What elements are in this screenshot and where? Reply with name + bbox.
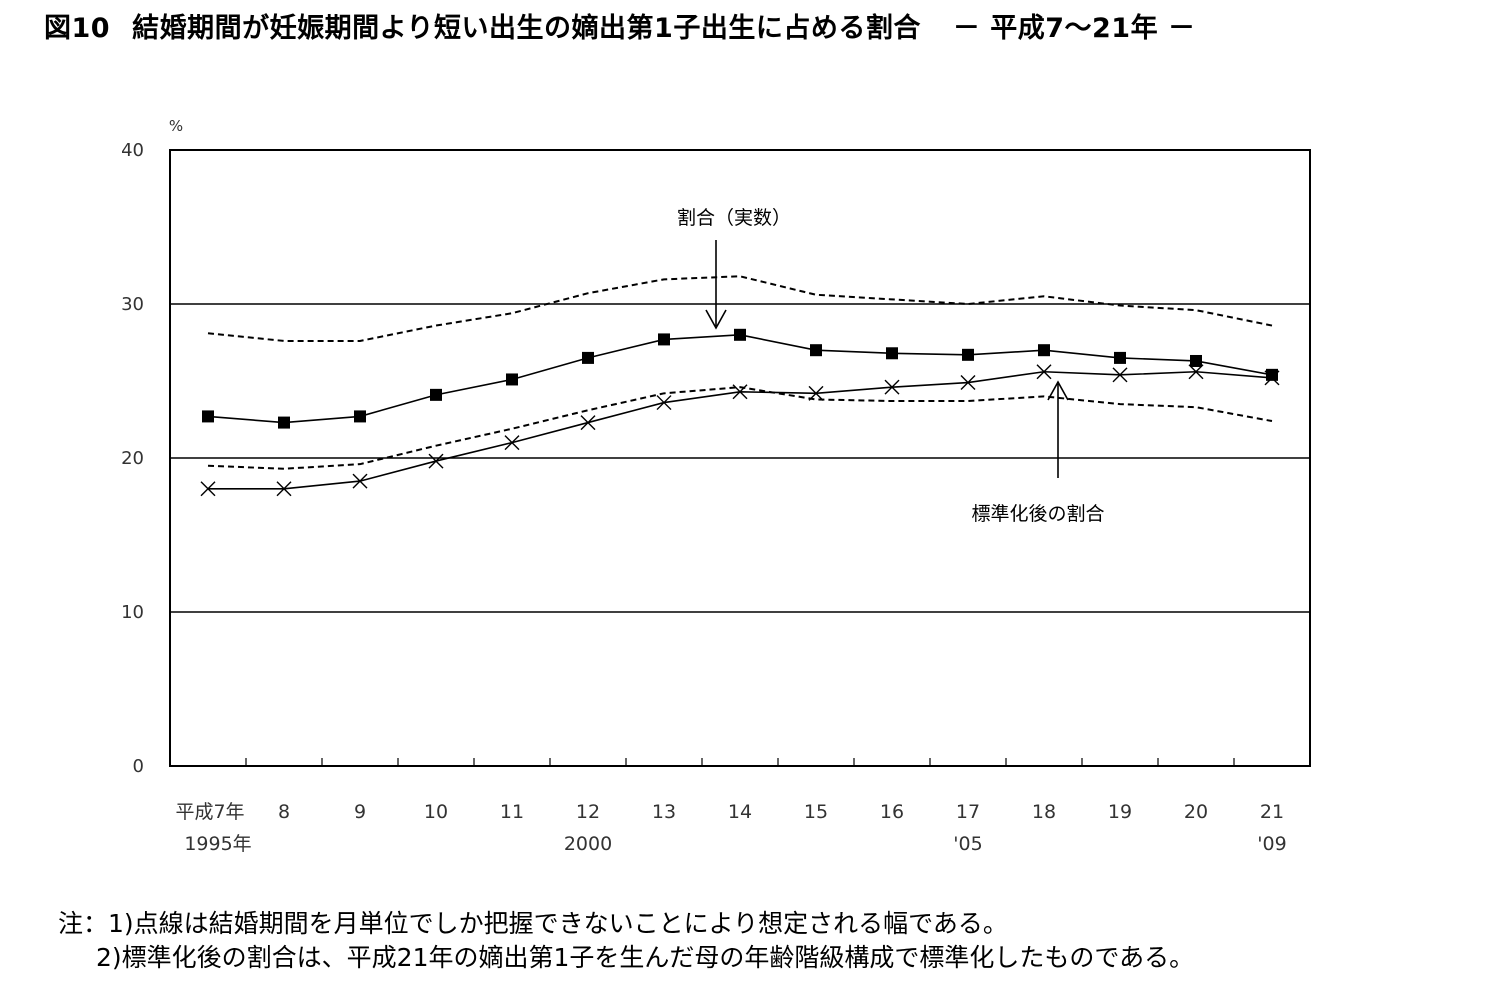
notes: 注：1)点線は結婚期間を月単位でしか把握できないことにより想定される幅である。 … [58, 907, 1194, 975]
data-point-x-stroke [1036, 364, 1052, 380]
figure-period: － 平成7〜21年 － [952, 13, 1196, 44]
x-axis: 平成7年 8 9 10 11 12 13 14 15 16 17 18 19 20 21 1995年 2000 '… [175, 758, 1287, 855]
data-point-x [960, 375, 976, 391]
data-point-x [656, 395, 672, 411]
note-1: 注：1)点線は結婚期間を月単位でしか把握できないことにより想定される幅である。 [58, 909, 1008, 938]
data-point-x [884, 379, 900, 395]
y-tick-label: 0 [133, 756, 144, 777]
data-point-square [962, 348, 974, 361]
data-point-x-stroke [276, 481, 292, 497]
x-tick-label: 21 [1260, 801, 1284, 823]
data-point-square [1038, 344, 1050, 357]
annotation-standardized-label: 標準化後の割合 [971, 503, 1104, 525]
data-point-x-stroke [1112, 367, 1128, 383]
annotation-actual-label: 割合（実数） [677, 207, 791, 229]
data-point-square [1190, 354, 1202, 367]
x-sub-label: '09 [1257, 833, 1286, 855]
data-point-square [886, 347, 898, 360]
data-point-x-stroke [884, 379, 900, 395]
y-tick-label: 30 [121, 294, 144, 315]
series [200, 275, 1280, 497]
plot-frame [169, 149, 1311, 767]
x-tick-label: 9 [354, 801, 366, 823]
y-tick-label: 40 [121, 140, 144, 161]
data-point-square [734, 328, 746, 341]
data-point-square [1266, 368, 1278, 381]
data-point-square [278, 416, 290, 429]
data-point-x [428, 453, 444, 469]
x-sub-label: '05 [953, 833, 982, 855]
series-line-3 [207, 386, 1273, 470]
data-point-x-stroke [504, 435, 520, 451]
figure-title-text: 結婚期間が妊娠期間より短い出生の嫡出第1子出生に占める割合 [132, 13, 921, 44]
x-tick-label: 20 [1184, 801, 1208, 823]
x-sub-label: 2000 [564, 833, 612, 855]
x-tick-label: 17 [956, 801, 980, 823]
data-point-x [200, 481, 216, 497]
data-point-square [202, 410, 214, 423]
data-point-x [1036, 364, 1052, 380]
x-tick-label: 13 [652, 801, 676, 823]
note-2: 2)標準化後の割合は、平成21年の嫡出第1子を生んだ母の年齢階級構成で標準化した… [96, 943, 1195, 972]
annotation-actual-arrowhead [705, 309, 727, 330]
series-line-1 [208, 370, 1273, 490]
data-point-x-stroke [732, 384, 748, 400]
data-point-x-stroke [200, 481, 216, 497]
x-tick-label: 16 [880, 801, 904, 823]
x-tick-label: 平成7年 [175, 801, 244, 823]
data-point-x-stroke [580, 415, 596, 431]
x-tick-label: 19 [1108, 801, 1132, 823]
data-point-x [1188, 364, 1204, 380]
data-point-square [354, 410, 366, 423]
data-point-x [732, 384, 748, 400]
x-tick-label: 8 [278, 801, 290, 823]
x-tick-label: 11 [500, 801, 524, 823]
y-axis: % 0 10 20 30 40 [121, 117, 183, 777]
series-line-0 [207, 333, 1273, 424]
annotation-standardized-arrowhead [1047, 380, 1069, 401]
grid-lines [170, 303, 1310, 613]
data-point-x-stroke [1188, 364, 1204, 380]
data-point-square [506, 373, 518, 386]
x-tick-label: 12 [576, 801, 600, 823]
data-point-square [1114, 351, 1126, 364]
data-point-x-stroke [808, 385, 824, 401]
x-tick-label: 10 [424, 801, 448, 823]
data-point-square [658, 333, 670, 346]
data-point-x [276, 481, 292, 497]
data-point-square [810, 344, 822, 357]
data-point-x [1112, 367, 1128, 383]
data-point-x [352, 473, 368, 489]
data-point-x [504, 435, 520, 451]
figure-title: 図10 結婚期間が妊娠期間より短い出生の嫡出第1子出生に占める割合 － 平成7〜21… [44, 6, 1196, 45]
y-tick-label: 10 [121, 602, 144, 623]
y-tick-label: 20 [121, 448, 144, 469]
data-point-x-stroke [656, 395, 672, 411]
line-chart: % 0 10 20 30 40 平成7年 8 9 10 11 12 13 14 15 16 17 18 19 20… [121, 117, 1311, 855]
x-tick-label: 15 [804, 801, 828, 823]
data-point-x [580, 415, 596, 431]
x-sub-label: 1995年 [184, 833, 251, 855]
y-unit-label: % [169, 117, 183, 135]
data-point-x [808, 385, 824, 401]
data-point-square [582, 351, 594, 364]
annotations: 割合（実数） 標準化後の割合 [677, 207, 1105, 525]
data-point-square [430, 388, 442, 401]
x-tick-label: 14 [728, 801, 752, 823]
figure-number: 図10 [44, 13, 111, 44]
x-tick-label: 18 [1032, 801, 1056, 823]
data-point-x-stroke [428, 453, 444, 469]
data-point-x-stroke [352, 473, 368, 489]
data-point-x-stroke [960, 375, 976, 391]
